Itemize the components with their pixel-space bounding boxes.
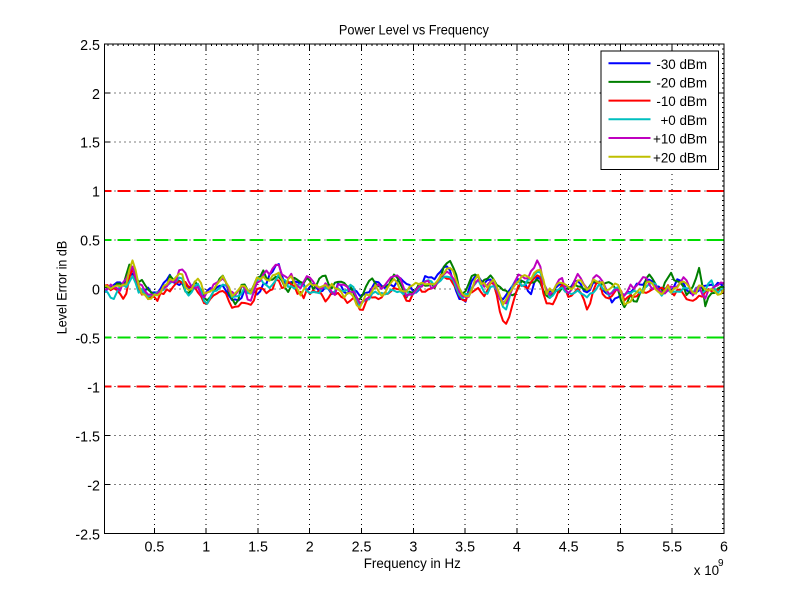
- svg-text:2: 2: [92, 87, 100, 103]
- svg-text:-2.5: -2.5: [75, 527, 100, 543]
- svg-text:-1.5: -1.5: [75, 429, 100, 445]
- svg-text:1: 1: [202, 539, 210, 555]
- svg-text:1: 1: [92, 185, 100, 201]
- svg-text:x 10: x 10: [694, 563, 719, 578]
- svg-text:+10 dBm: +10 dBm: [653, 132, 707, 147]
- svg-text:-2: -2: [87, 478, 100, 494]
- svg-text:2: 2: [306, 539, 314, 555]
- svg-text:-10 dBm: -10 dBm: [656, 94, 707, 109]
- svg-text:Level Error in dB: Level Error in dB: [55, 241, 70, 335]
- svg-text:-0.5: -0.5: [75, 332, 100, 348]
- svg-text:0.5: 0.5: [144, 539, 164, 555]
- svg-text:Frequency in Hz: Frequency in Hz: [364, 556, 461, 571]
- svg-text:+20 dBm: +20 dBm: [653, 150, 707, 165]
- svg-text:1.5: 1.5: [248, 539, 268, 555]
- svg-text:2.5: 2.5: [80, 38, 100, 54]
- svg-text:3.5: 3.5: [455, 539, 475, 555]
- svg-text:0.5: 0.5: [80, 234, 100, 250]
- svg-text:2.5: 2.5: [352, 539, 372, 555]
- svg-text:3: 3: [409, 539, 417, 555]
- svg-text:0: 0: [92, 283, 100, 299]
- svg-text:1.5: 1.5: [80, 136, 100, 152]
- svg-text:-1: -1: [87, 380, 100, 396]
- svg-text:5: 5: [616, 539, 624, 555]
- svg-text:+0 dBm: +0 dBm: [660, 113, 707, 128]
- svg-text:6: 6: [720, 539, 728, 555]
- svg-text:-30 dBm: -30 dBm: [656, 57, 707, 72]
- svg-text:Power Level vs Frequency: Power Level vs Frequency: [339, 22, 489, 37]
- svg-text:5.5: 5.5: [662, 539, 682, 555]
- svg-text:4: 4: [513, 539, 521, 555]
- svg-text:9: 9: [718, 558, 724, 569]
- svg-text:4.5: 4.5: [559, 539, 579, 555]
- svg-text:-20 dBm: -20 dBm: [656, 76, 707, 91]
